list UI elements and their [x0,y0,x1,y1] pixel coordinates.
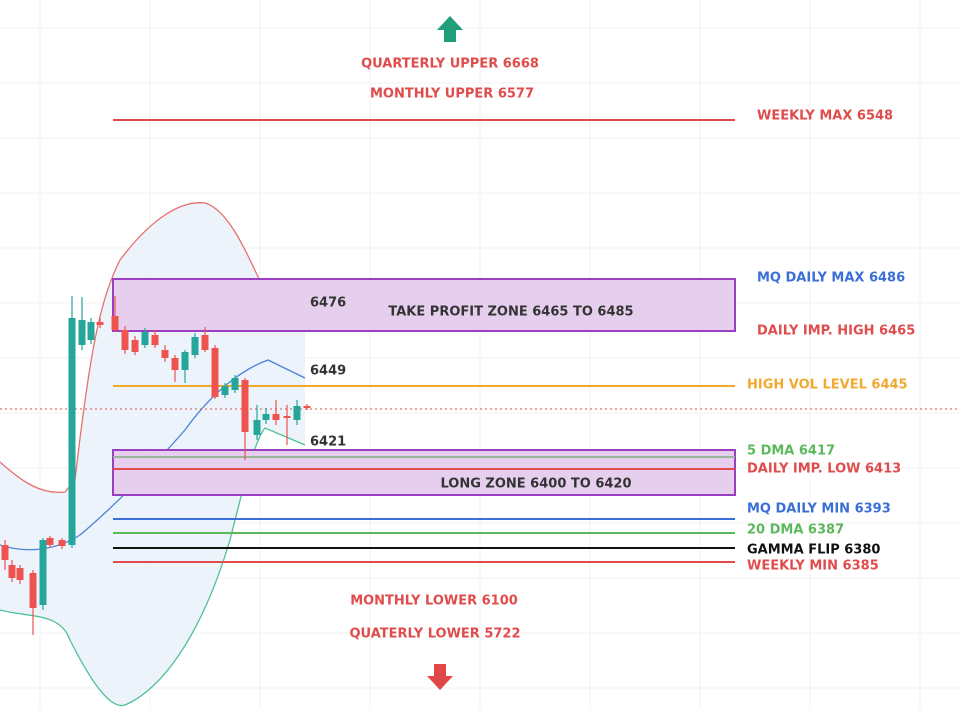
level-label: 20 DMA 6387 [747,523,844,538]
level-label: WEEKLY MIN 6385 [747,559,879,574]
take-profit-zone [112,278,736,332]
candle-body [211,348,219,397]
bottom-label: QUATERLY LOWER 5722 [349,627,520,642]
up-arrow [437,16,463,42]
level-label: HIGH VOL LEVEL 6445 [747,378,908,393]
candle-body [96,322,104,325]
candle-body [1,545,9,560]
candle-body [293,406,301,420]
level-label: GAMMA FLIP 6380 [747,543,880,558]
top-label: MONTHLY UPPER 6577 [370,87,534,102]
level-label: DAILY IMP. HIGH 6465 [757,324,915,339]
band-label: 6421 [310,435,346,450]
candle-body [262,414,270,420]
candle-body [111,316,119,330]
candle-body [253,420,261,435]
candle-body [241,380,249,432]
level-label: WEEKLY MAX 6548 [757,109,893,124]
band-label: 6449 [310,364,346,379]
candle-body [201,335,209,350]
candle-body [121,330,129,350]
candle-body [68,318,76,545]
level-label: MQ DAILY MAX 6486 [757,271,905,286]
candle-body [131,340,139,352]
level-label: DAILY IMP. LOW 6413 [747,462,901,477]
candle-body [171,358,179,370]
level-label: 5 DMA 6417 [747,444,835,459]
candle-body [191,337,199,355]
candle-body [78,320,86,345]
candle-body [231,378,239,390]
candle-body [272,414,280,420]
candle-body [303,406,311,408]
candle-body [8,565,16,578]
candles [1,296,311,635]
bottom-label: MONTHLY LOWER 6100 [350,594,518,609]
candle-body [141,332,149,345]
candle-body [151,335,159,345]
down-arrow [427,664,453,690]
band-upper [0,202,306,494]
band-label: 6476 [310,296,346,311]
zone-label: LONG ZONE 6400 TO 6420 [440,477,631,492]
candle-body [87,322,95,340]
candle-body [46,538,54,545]
candle-body [221,386,229,395]
zone-label: TAKE PROFIT ZONE 6465 TO 6485 [388,305,633,320]
level-label: MQ DAILY MIN 6393 [747,502,891,517]
candle-body [29,573,37,608]
candle-body [181,352,189,370]
candle-body [39,540,47,605]
candle-body [283,416,291,418]
candle-body [58,540,66,546]
candle-body [16,568,24,580]
candle-body [161,350,169,358]
top-label: QUARTERLY UPPER 6668 [361,57,539,72]
